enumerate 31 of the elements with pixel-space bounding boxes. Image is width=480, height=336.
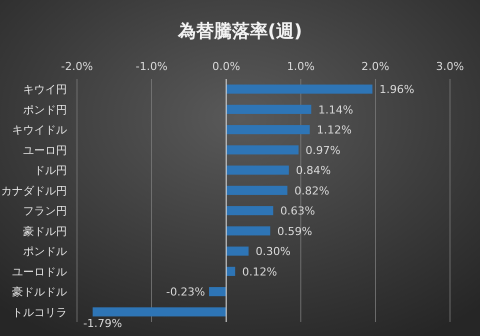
data-label: 0.82% [294,184,330,198]
x-tick-label: 3.0% [436,60,464,73]
y-tick-label: ポンド円 [23,103,67,116]
y-tick-label: ドル円 [34,164,67,178]
x-tick-label: 0.0% [212,60,240,73]
y-tick-label: ポンドル [23,245,67,258]
x-tick-label: 1.0% [286,60,315,73]
data-label: 1.96% [379,83,414,96]
y-tick-label: フラン円 [23,204,67,218]
data-label: 1.14% [318,103,354,116]
data-label: -0.23% [166,286,206,299]
data-label: 0.12% [242,265,278,278]
y-tick-label: キウイドル [12,124,67,137]
x-tick-label: -1.0% [136,60,168,73]
data-label: 1.12% [316,124,352,137]
y-tick-label: ユーロドル [12,265,67,278]
y-tick-label: ユーロ円 [23,144,67,157]
x-tick-label: 2.0% [361,60,390,73]
y-tick-label: トルコリラ [12,306,67,319]
data-label: 0.59% [277,224,312,238]
data-label: 0.63% [280,204,316,218]
chart-title: 為替騰落率(週) [176,21,302,42]
data-label: 0.84% [296,164,331,178]
x-tick-label: -2.0% [61,60,93,73]
y-tick-label: カナダドル円 [1,184,67,198]
data-label: 0.30% [256,245,291,258]
y-tick-label: キウイ円 [23,83,67,96]
y-tick-label: 豪ドルドル [12,286,67,299]
y-tick-label: 豪ドル円 [23,224,67,238]
data-label: -1.79% [83,316,122,330]
data-label: 0.97% [306,144,341,157]
